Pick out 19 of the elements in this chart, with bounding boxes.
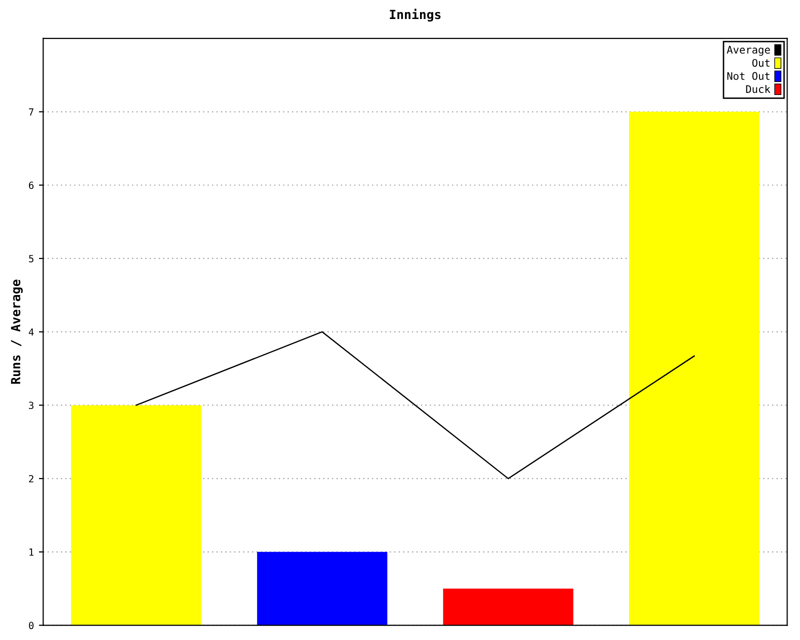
bar <box>257 552 388 626</box>
legend-label: Not Out <box>727 72 770 80</box>
y-tick-label: 5 <box>29 255 34 262</box>
line-series <box>136 331 695 480</box>
legend-label: Out <box>752 58 770 67</box>
chart-title: Innings <box>390 8 441 22</box>
bar <box>71 405 202 626</box>
y-tick-label: 4 <box>28 328 34 336</box>
bar <box>443 588 574 626</box>
y-tick-label: 1 <box>29 548 34 556</box>
y-tick-label: 7 <box>28 108 34 116</box>
y-tick-label: 3 <box>28 402 34 410</box>
legend-label: Duck <box>746 84 770 94</box>
y-tick-label: 0 <box>28 622 34 630</box>
bar <box>629 112 760 626</box>
y-tick-label: 2 <box>29 475 34 482</box>
y-axis-title: Runs / Average <box>11 280 23 384</box>
y-tick-label: 6 <box>28 182 34 189</box>
legend-label: Average <box>726 46 770 56</box>
